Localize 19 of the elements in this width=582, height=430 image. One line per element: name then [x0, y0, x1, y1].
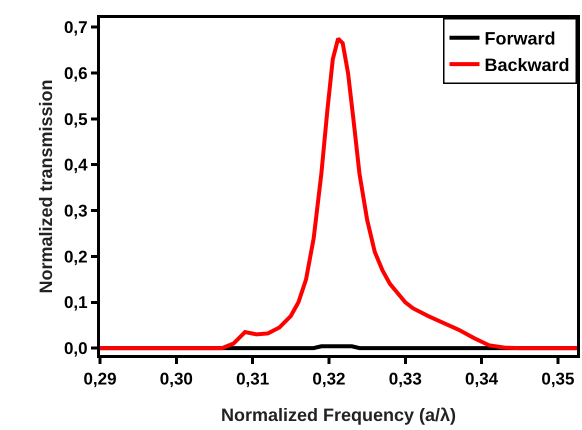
- x-axis-title: Normalized Frequency (a/λ): [220, 405, 456, 425]
- x-tick-label: 0,32: [312, 369, 346, 388]
- y-tick-label: 0,5: [64, 110, 88, 129]
- y-tick-label: 0,4: [64, 156, 88, 175]
- y-tick-label: 0,6: [64, 64, 88, 83]
- x-tick-label: 0,31: [236, 369, 270, 388]
- legend-label: Backward: [484, 55, 570, 76]
- x-tick-label: 0,34: [465, 369, 499, 388]
- y-tick-label: 0,0: [64, 339, 88, 358]
- y-tick-label: 0,3: [64, 202, 88, 221]
- y-tick-label: 0,1: [64, 293, 88, 312]
- x-tick-label: 0,35: [541, 369, 574, 388]
- y-tick-label: 0,2: [64, 247, 88, 266]
- x-tick-label: 0,30: [160, 369, 193, 388]
- x-tick-label: 0,33: [388, 369, 422, 388]
- x-tick-label: 0,29: [83, 369, 117, 388]
- y-tick-label: 0,7: [64, 18, 88, 38]
- legend-label: Forward: [484, 28, 556, 49]
- y-axis-title: Normalized transmission: [36, 79, 56, 294]
